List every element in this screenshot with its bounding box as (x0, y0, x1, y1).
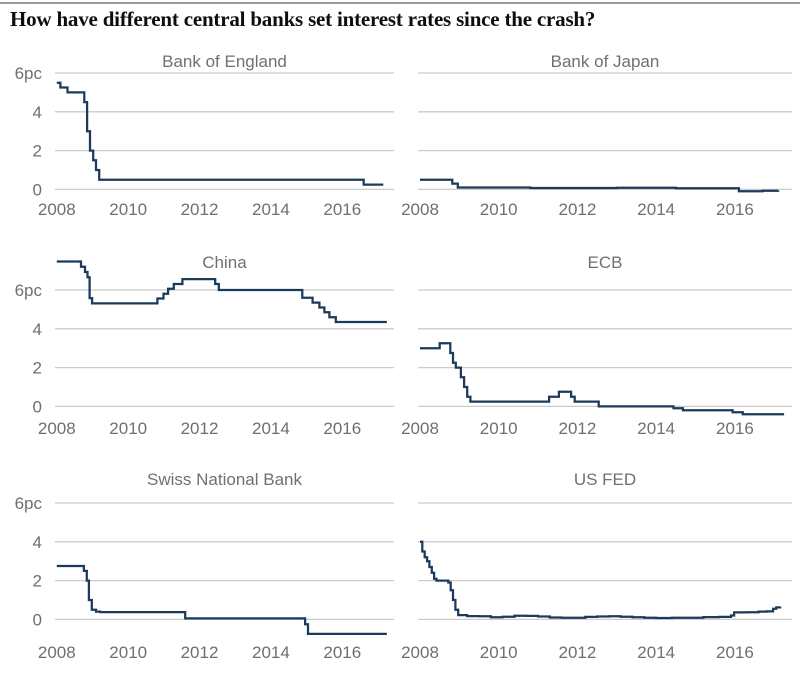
x-tick-label: 2014 (637, 200, 675, 219)
chart-china: 6pc 4 2 0 2008 2010 2012 2014 2016 China (0, 232, 400, 452)
x-tick-label: 2012 (558, 643, 596, 662)
x-tick-label: 2016 (716, 200, 754, 219)
page-title: How have different central banks set int… (10, 7, 596, 31)
rate-series-line (56, 81, 384, 186)
chart-swiss-national-bank: 6pc 4 2 0 2008 2010 2012 2014 2016 Swiss National… (0, 452, 400, 682)
x-tick-label: 2014 (252, 643, 290, 662)
chart-bank-of-japan: 2008 2010 2012 2014 2016 Bank of Japan (400, 45, 800, 232)
x-tick-label: 2008 (38, 643, 76, 662)
x-tick-label: 2014 (637, 419, 675, 438)
x-tick-label: 2010 (480, 419, 518, 438)
y-tick-label: 6pc (15, 281, 43, 300)
subplot-title: China (202, 253, 247, 272)
x-tick-label: 2012 (181, 419, 219, 438)
rate-series-line (56, 260, 387, 324)
x-tick-label: 2008 (401, 200, 439, 219)
chart-china-plot: 6pc 4 2 0 2008 2010 2012 2014 2016 China (15, 253, 394, 438)
rate-series-line (420, 342, 785, 416)
x-tick-label: 2008 (401, 643, 439, 662)
rate-series-line (56, 564, 387, 636)
x-tick-label: 2012 (181, 643, 219, 662)
top-rule (0, 2, 800, 4)
chart-us-fed: 2008 2010 2012 2014 2016 US FED (400, 452, 800, 682)
y-tick-label: 6pc (15, 64, 43, 83)
x-tick-label: 2012 (181, 200, 219, 219)
y-tick-label: 2 (33, 572, 42, 591)
x-tick-label: 2008 (401, 419, 439, 438)
y-tick-label: 2 (33, 359, 42, 378)
y-tick-label: 4 (33, 533, 42, 552)
rate-series-line (420, 178, 780, 193)
y-tick-label: 4 (33, 103, 42, 122)
y-tick-label: 0 (33, 610, 42, 629)
chart-ecb: 2008 2010 2012 2014 2016 ECB (400, 232, 800, 452)
rate-series-line (420, 540, 782, 620)
x-tick-label: 2010 (480, 200, 518, 219)
x-tick-label: 2010 (109, 643, 147, 662)
x-tick-label: 2008 (38, 200, 76, 219)
chart-bank-of-japan-plot: 2008 2010 2012 2014 2016 Bank of Japan (401, 52, 792, 219)
x-tick-label: 2014 (252, 419, 290, 438)
x-tick-label: 2014 (252, 200, 290, 219)
x-tick-label: 2012 (558, 419, 596, 438)
y-tick-label: 4 (33, 320, 42, 339)
x-tick-label: 2010 (109, 419, 147, 438)
x-tick-label: 2016 (716, 643, 754, 662)
y-tick-label: 0 (33, 397, 42, 416)
x-tick-label: 2016 (323, 419, 361, 438)
x-tick-label: 2016 (323, 200, 361, 219)
subplot-title: US FED (574, 470, 636, 489)
chart-us-fed-plot: 2008 2010 2012 2014 2016 US FED (401, 470, 792, 662)
subplot-title: Swiss National Bank (147, 470, 302, 489)
chart-bank-of-england: 6pc 4 2 0 2008 2010 2012 2014 2016 Bank of Englan… (0, 45, 400, 232)
x-tick-label: 2008 (38, 419, 76, 438)
y-tick-label: 0 (33, 180, 42, 199)
y-tick-label: 6pc (15, 494, 43, 513)
y-tick-label: 2 (33, 142, 42, 161)
x-tick-label: 2016 (323, 643, 361, 662)
x-tick-label: 2014 (637, 643, 675, 662)
subplot-title: ECB (588, 253, 623, 272)
x-tick-label: 2012 (558, 200, 596, 219)
x-tick-label: 2016 (716, 419, 754, 438)
subplot-title: Bank of England (162, 52, 287, 71)
x-tick-label: 2010 (109, 200, 147, 219)
x-tick-label: 2010 (480, 643, 518, 662)
subplot-title: Bank of Japan (551, 52, 660, 71)
chart-swiss-national-bank-plot: 6pc 4 2 0 2008 2010 2012 2014 2016 Swiss National… (15, 470, 394, 662)
chart-ecb-plot: 2008 2010 2012 2014 2016 ECB (401, 253, 792, 438)
